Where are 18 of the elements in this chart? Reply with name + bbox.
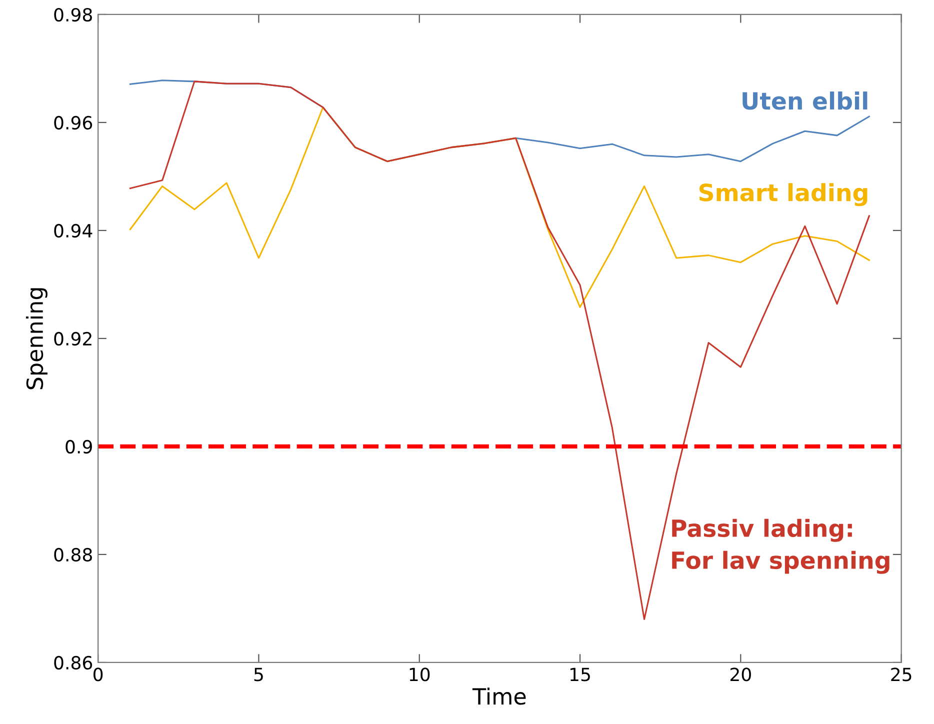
y-tick-label: 0.96 xyxy=(54,116,92,130)
y-tick-label: 0.9 xyxy=(66,440,92,454)
y-tick-label: 0.88 xyxy=(54,548,92,562)
y-axis-title: Spenning xyxy=(26,288,48,390)
y-tick-label: 0.86 xyxy=(54,656,92,670)
x-axis-title: Time xyxy=(472,688,526,705)
x-tick-label: 25 xyxy=(891,668,912,682)
x-tick-label: 20 xyxy=(730,668,751,682)
x-tick-label: 10 xyxy=(410,668,430,682)
y-tick-label: 0.98 xyxy=(54,8,92,22)
x-tick-label: 5 xyxy=(254,668,263,682)
y-tick-label: 0.94 xyxy=(54,224,92,238)
x-tick-label: 15 xyxy=(570,668,590,682)
series-label: Uten elbil xyxy=(742,92,868,110)
series-label: Passiv lading: For lav spenning xyxy=(672,518,890,574)
x-tick-label: 0 xyxy=(94,668,103,682)
y-tick-label: 0.92 xyxy=(54,332,92,346)
series-label: Smart lading xyxy=(699,183,868,206)
